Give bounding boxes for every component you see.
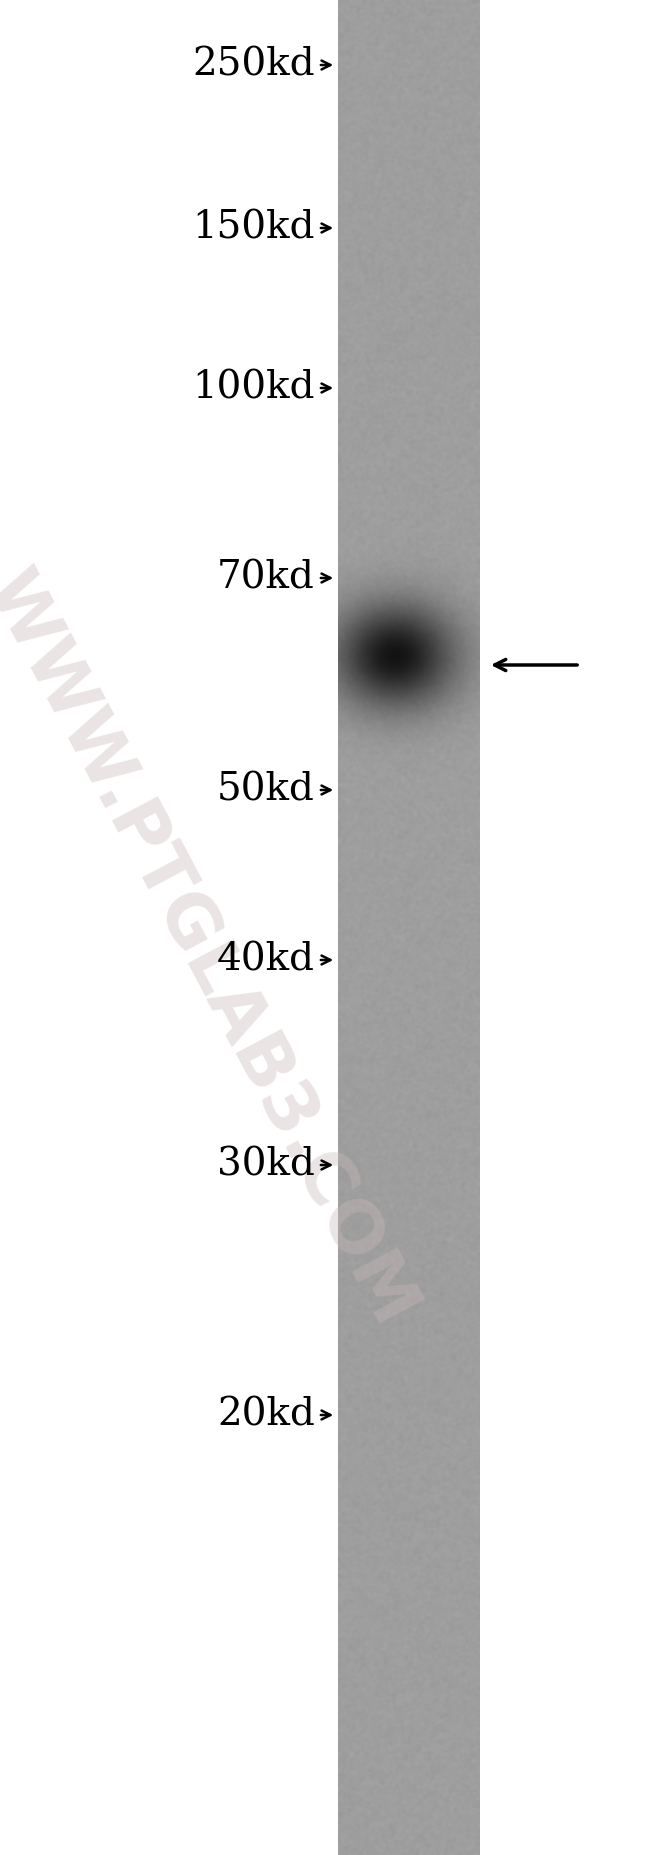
Text: 50kd: 50kd xyxy=(217,772,315,809)
Text: WWW.PTGLAB3.COM: WWW.PTGLAB3.COM xyxy=(0,562,428,1339)
Text: 20kd: 20kd xyxy=(217,1397,315,1434)
Text: 30kd: 30kd xyxy=(217,1146,315,1183)
Text: 40kd: 40kd xyxy=(217,942,315,978)
Text: 250kd: 250kd xyxy=(192,46,315,83)
Text: 70kd: 70kd xyxy=(217,560,315,597)
Text: 100kd: 100kd xyxy=(192,369,315,406)
Text: 150kd: 150kd xyxy=(192,210,315,247)
